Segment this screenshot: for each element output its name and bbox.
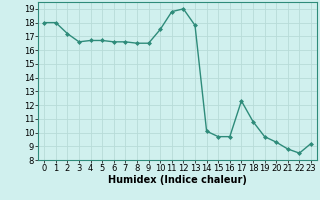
X-axis label: Humidex (Indice chaleur): Humidex (Indice chaleur) <box>108 175 247 185</box>
